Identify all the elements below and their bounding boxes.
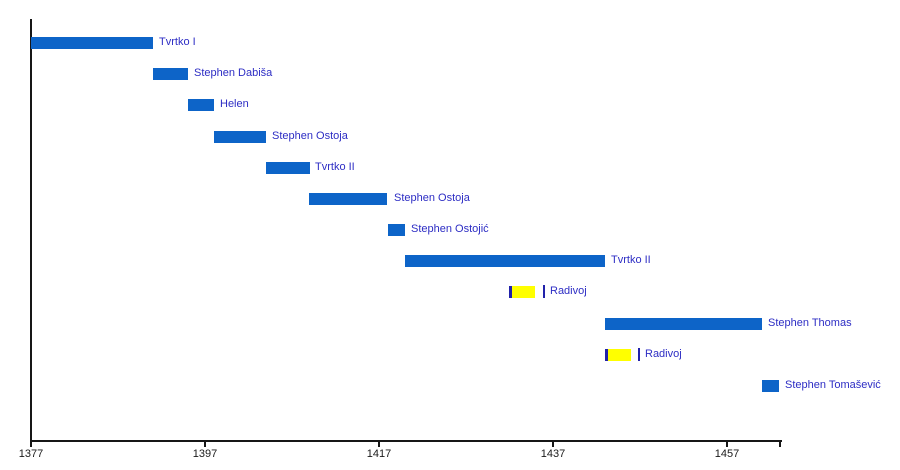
label-separator-tick [543,285,545,298]
x-axis-tick-label: 1437 [540,448,566,460]
ruler-label[interactable]: Stephen Tomašević [785,379,881,391]
x-axis-tick [726,441,728,447]
reign-bar [214,131,266,143]
x-axis-tick [552,441,554,447]
rival-claim-bar [605,349,631,361]
ruler-label[interactable]: Stephen Ostojić [411,223,489,235]
ruler-label[interactable]: Helen [220,98,249,110]
x-axis-tick-label: 1417 [366,448,392,460]
x-axis-line [30,440,782,442]
ruler-label[interactable]: Stephen Ostoja [272,130,348,142]
ruler-label[interactable]: Radivoj [645,348,682,360]
reign-bar [405,255,605,267]
ruler-label[interactable]: Tvrtko II [315,161,355,173]
ruler-label[interactable]: Radivoj [550,285,587,297]
reign-bar [266,162,310,174]
label-separator-tick [638,348,640,361]
reign-bar [153,68,188,80]
reign-bar [309,193,387,205]
x-axis-tick [30,441,32,447]
x-axis-tick-label: 1377 [18,448,44,460]
reign-bar [388,224,405,236]
x-axis-tick [204,441,206,447]
reign-bar [762,380,779,392]
x-axis-tick-label: 1457 [714,448,740,460]
x-axis-tick-label: 1397 [192,448,218,460]
ruler-label[interactable]: Tvrtko I [159,36,196,48]
x-axis-tick [378,441,380,447]
reign-bar [188,99,214,111]
ruler-label[interactable]: Tvrtko II [611,254,651,266]
y-axis-line [30,19,32,447]
reign-bar [31,37,153,49]
rival-claim-bar [509,286,535,298]
reign-bar [605,318,762,330]
x-axis-end-tick [779,441,781,447]
ruler-label[interactable]: Stephen Ostoja [394,192,470,204]
ruler-label[interactable]: Stephen Thomas [768,317,852,329]
ruler-label[interactable]: Stephen Dabiša [194,67,273,79]
